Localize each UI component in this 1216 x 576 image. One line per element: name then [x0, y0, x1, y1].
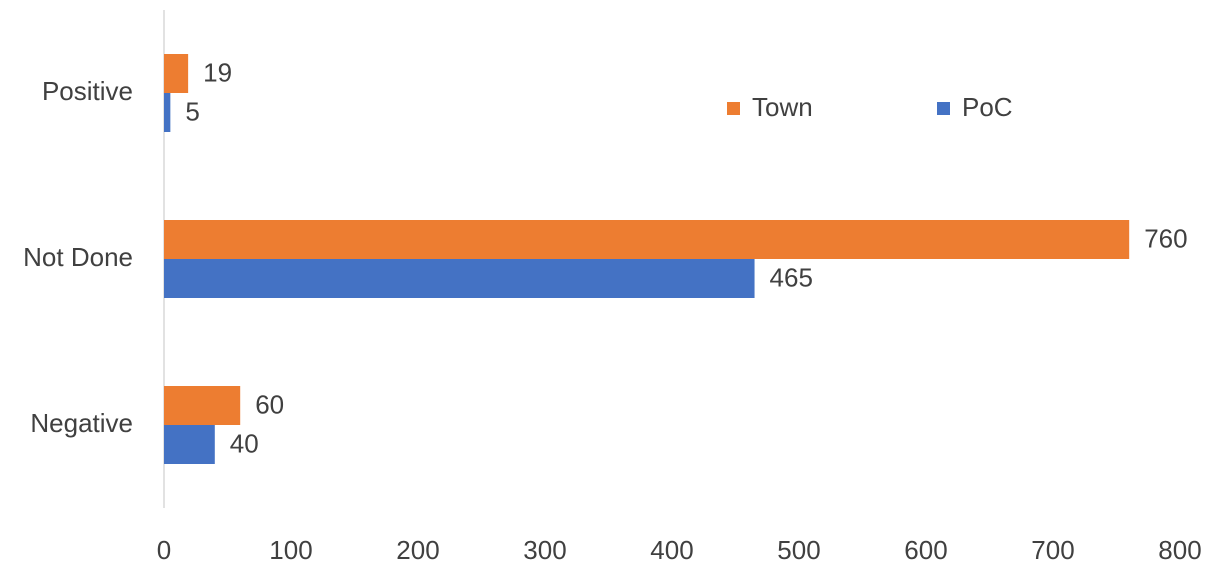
- data-label: 465: [770, 262, 813, 292]
- bar: [164, 259, 755, 298]
- x-tick-label: 600: [904, 535, 947, 565]
- legend-swatch: [727, 102, 740, 115]
- x-tick-label: 800: [1158, 535, 1201, 565]
- bar: [164, 386, 241, 425]
- data-label: 5: [185, 96, 199, 126]
- legend-swatch: [937, 102, 950, 115]
- x-tick-label: 300: [523, 535, 566, 565]
- legend-label: Town: [752, 92, 813, 122]
- bar: [164, 93, 171, 132]
- legend-label: PoC: [962, 92, 1013, 122]
- x-tick-label: 700: [1031, 535, 1074, 565]
- bar: [164, 54, 189, 93]
- data-label: 60: [255, 389, 284, 419]
- x-tick-label: 0: [157, 535, 171, 565]
- x-tick-label: 500: [777, 535, 820, 565]
- data-label: 760: [1144, 223, 1187, 253]
- data-label: 19: [203, 57, 232, 87]
- x-tick-label: 200: [396, 535, 439, 565]
- bar: [164, 220, 1130, 259]
- data-label: 40: [230, 428, 259, 458]
- x-tick-label: 100: [269, 535, 312, 565]
- bar: [164, 425, 215, 464]
- y-tick-label: Positive: [42, 76, 133, 106]
- x-tick-label: 400: [650, 535, 693, 565]
- y-tick-label: Negative: [30, 408, 133, 438]
- y-tick-label: Not Done: [23, 242, 133, 272]
